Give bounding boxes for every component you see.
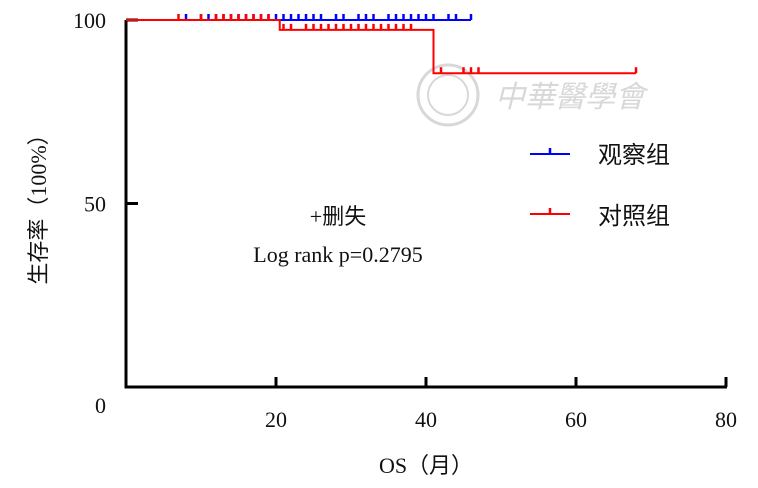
legend-label-observation: 观察组: [598, 142, 670, 169]
legend: 观察组 对照组: [530, 142, 670, 230]
axis-tick-labels: 20 40 60 80 0 50 100: [73, 8, 737, 432]
x-tick-label-60: 60: [565, 407, 587, 432]
watermark-seal-inner: [427, 74, 469, 116]
x-tick-label-40: 40: [415, 407, 437, 432]
y-tick-label-50: 50: [84, 192, 106, 217]
x-axis-title: OS（月）: [379, 453, 473, 478]
y-axis-title: 生存率（100%）: [26, 123, 51, 284]
watermark: 中華醫學會: [416, 63, 649, 127]
x-tick-label-80: 80: [715, 407, 737, 432]
series-layer: [126, 14, 638, 75]
censor-annotation: +删失: [310, 204, 366, 229]
legend-item-control: 对照组: [530, 203, 670, 230]
legend-item-observation: 观察组: [530, 142, 670, 169]
watermark-text: 中華醫學會: [495, 80, 649, 115]
watermark-seal-icon: [416, 63, 480, 127]
y-tick-label-0: 0: [95, 393, 106, 418]
series-1: [126, 14, 638, 75]
x-tick-label-20: 20: [265, 407, 287, 432]
legend-label-control: 对照组: [598, 203, 670, 230]
logrank-annotation: Log rank p=0.2795: [253, 242, 422, 267]
y-tick-label-100: 100: [73, 8, 106, 33]
axes: 20 40 60 80 0 50 100: [73, 8, 737, 432]
